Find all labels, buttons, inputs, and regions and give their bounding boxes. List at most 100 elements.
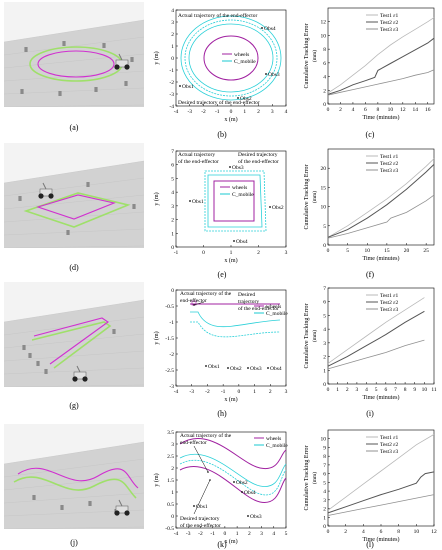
y-tick-label: 5: [323, 313, 326, 319]
legend-label-cmobile: C_mobile: [266, 311, 288, 317]
x-tick-label: 4: [352, 107, 355, 113]
y-tick-label: 6: [323, 300, 326, 306]
obstacle-label: Obs2: [272, 205, 284, 211]
y-tick-label: 10: [321, 33, 327, 39]
caption-e: (e): [217, 270, 227, 279]
robot-icon: [38, 182, 54, 199]
x-tick-label: 0: [202, 250, 205, 256]
x-tick-label: 6: [380, 529, 383, 535]
y-tick-label: 0: [323, 382, 326, 388]
x-tick-label: 0: [224, 531, 227, 537]
legend-label: Test3 ε3: [380, 168, 399, 174]
y-tick-label: 7: [323, 286, 326, 292]
x-tick-label: 3: [271, 109, 274, 115]
legend-label: Test2 ε2: [380, 442, 399, 448]
series-line-test2: [327, 37, 435, 95]
plot-frame: [327, 7, 435, 105]
obstacle-marker: [241, 491, 243, 493]
y-tick-label: 10: [321, 205, 327, 211]
robot-arm: [118, 53, 123, 61]
wheels-trajectory: [203, 35, 259, 81]
annotation: end-effector: [180, 439, 207, 446]
wheel-icon: [114, 64, 120, 70]
series-line-test2: [327, 164, 435, 238]
sim-path-magenta: [33, 317, 109, 365]
y-tick-label: -3: [169, 384, 174, 390]
robot-icon: [72, 365, 88, 382]
y-tick-label: 8: [323, 454, 326, 460]
sim-floor: [4, 442, 144, 529]
y-tick-label: 1: [171, 231, 174, 237]
y-tick-label: 5: [323, 480, 326, 486]
x-tick-label: 2: [257, 109, 260, 115]
obstacle-marker: [229, 166, 231, 168]
y-tick-label: 3: [171, 442, 174, 448]
legend-label-cmobile: C_mobile: [232, 192, 254, 198]
x-tick-label: -4: [174, 531, 179, 537]
x-tick-label: 10: [388, 107, 394, 113]
series-line-test3: [327, 194, 435, 239]
y-tick-label: -0.5: [165, 526, 174, 532]
annotation-arrow: [193, 479, 211, 515]
x-tick-label: -3: [186, 531, 191, 537]
obstacle-marker: [233, 240, 235, 242]
legend-label: Test1 ε1: [380, 435, 399, 441]
sim-path-green: [31, 321, 112, 369]
x-tick-label: 5: [285, 531, 288, 537]
x-tick-label: -2: [201, 109, 206, 115]
robot-arm: [118, 499, 123, 507]
y-tick-label: 0: [323, 524, 326, 530]
trajectory-plot-h: -4 -3 -2 -1 0 1 2 30-0.5-1-1.5-2-2.5-3x (m)y (m…: [153, 288, 288, 403]
y-tick-label: 1: [323, 368, 326, 374]
sim-grid-line: [4, 245, 144, 248]
obstacle-post: [24, 47, 28, 52]
x-tick-label: 5: [346, 248, 349, 254]
sim-grid-line: [4, 367, 144, 375]
obstacle-post: [36, 361, 40, 366]
obstacle-post: [58, 91, 62, 96]
wheels-trajectory: [213, 180, 255, 222]
x-tick-label: 25: [423, 248, 429, 254]
x-tick-label: 5: [375, 387, 378, 393]
obstacle-post: [130, 57, 134, 62]
legend-label-wheels: wheels: [234, 52, 249, 58]
sim-path-green: [23, 192, 131, 228]
sim-grid-line: [4, 333, 144, 349]
obstacle-marker: [267, 367, 269, 369]
robot-arm: [42, 182, 47, 190]
y-tick-label: 3: [171, 204, 174, 210]
sim-view-j: [4, 424, 144, 529]
y-tick-label: 0: [171, 245, 174, 251]
legend-label: Test2 ε2: [380, 300, 399, 306]
y-tick-label: 3: [171, 20, 174, 26]
y-axis-label: Cumulative Tracking Error: [304, 165, 310, 230]
y-axis-label: Cumulative Tracking Error: [304, 24, 310, 89]
y-tick-label: 4: [171, 8, 174, 14]
annotation: of the end-effector: [180, 522, 221, 529]
annotation: trajectory: [238, 299, 259, 305]
obstacle-marker: [247, 367, 249, 369]
y-axis-label: Cumulative Tracking Error: [304, 446, 310, 511]
y-tick-label: 1: [171, 490, 174, 496]
x-tick-label: 2: [339, 107, 342, 113]
arrow-head: [207, 471, 209, 473]
plot-frame: [327, 287, 435, 385]
x-tick-label: 2: [346, 387, 349, 393]
sim-view-d: [4, 143, 144, 248]
x-tick-label: 1: [236, 531, 239, 537]
obstacle-marker: [269, 206, 271, 208]
x-tick-label: -1: [210, 531, 215, 537]
series-line-test1: [327, 17, 435, 94]
series-line-test1: [327, 434, 435, 511]
sim-grid-line: [4, 526, 144, 529]
y-tick-label: -0.5: [165, 304, 174, 310]
y-tick-label: 9: [323, 445, 326, 451]
legend-label: Test2 ε2: [380, 161, 399, 167]
